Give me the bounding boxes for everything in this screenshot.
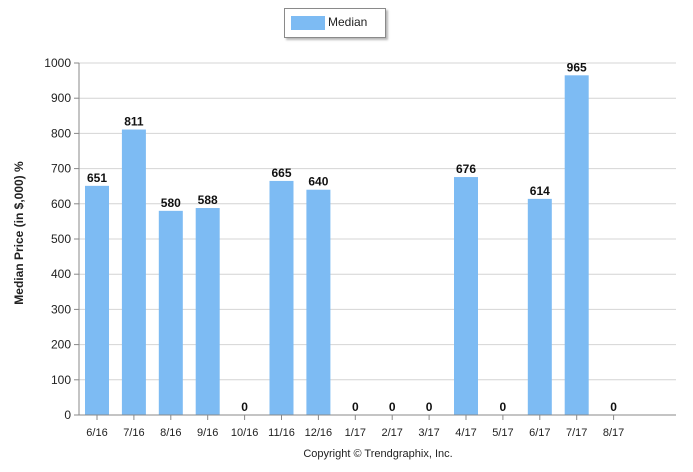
- x-tick-label: 6/17: [529, 427, 550, 439]
- y-tick-label: 1000: [44, 56, 71, 70]
- y-tick-label: 700: [51, 162, 71, 176]
- data-label: 676: [456, 162, 476, 176]
- y-tick-label: 800: [51, 126, 71, 140]
- data-label: 965: [567, 60, 587, 74]
- y-tick-label: 600: [51, 197, 71, 211]
- bar: [121, 129, 146, 415]
- data-label: 580: [161, 196, 181, 210]
- copyright-footer: Copyright © Trendgraphix, Inc.: [303, 448, 453, 460]
- x-tick-label: 8/17: [603, 427, 624, 439]
- y-tick-label: 0: [64, 408, 71, 422]
- x-tick-label: 7/17: [566, 427, 587, 439]
- x-tick-label: 5/17: [492, 427, 513, 439]
- y-tick-label: 300: [51, 302, 71, 316]
- x-tick-label: 4/17: [455, 427, 476, 439]
- y-axis-title: Median Price (in $,000) %: [12, 161, 26, 305]
- data-label: 665: [271, 166, 291, 180]
- x-tick-label: 10/16: [231, 427, 259, 439]
- x-tick-label: 8/16: [160, 427, 181, 439]
- data-label: 0: [500, 400, 507, 414]
- legend-label: Median: [328, 15, 368, 29]
- bars: [85, 75, 589, 415]
- bar: [158, 210, 183, 415]
- data-label: 0: [389, 400, 396, 414]
- y-tick-label: 200: [51, 338, 71, 352]
- data-label: 0: [610, 400, 617, 414]
- y-tick-label: 100: [51, 373, 71, 387]
- legend-swatch: [291, 16, 325, 30]
- bar: [269, 180, 294, 415]
- y-tick-label: 900: [51, 91, 71, 105]
- x-tick-label: 9/16: [197, 427, 218, 439]
- x-tick-label: 1/17: [345, 427, 366, 439]
- bar: [454, 177, 478, 415]
- bar: [85, 185, 109, 415]
- x-tick-label: 6/16: [86, 427, 107, 439]
- x-tick-label: 3/17: [418, 427, 439, 439]
- y-tick-label: 500: [51, 232, 71, 246]
- data-label: 640: [308, 175, 328, 189]
- bar: [527, 198, 552, 415]
- data-label: 614: [530, 184, 550, 198]
- x-tick-label: 7/16: [123, 427, 144, 439]
- bar: [564, 75, 589, 415]
- y-tick-label: 400: [51, 267, 71, 281]
- x-tick-label: 11/16: [268, 427, 295, 439]
- data-label: 0: [241, 400, 248, 414]
- data-label: 0: [426, 400, 433, 414]
- bar: [195, 208, 220, 415]
- x-tick-label: 12/16: [305, 427, 333, 439]
- x-axis: 6/16 7/16 8/16 9/16 10/16 11/16 12/16 1/17 2/17 3…: [79, 414, 676, 439]
- y-axis: 0 100 200 300 400 500 600 700 800 900 1000: [44, 56, 80, 422]
- data-label: 588: [198, 193, 218, 207]
- data-label: 0: [352, 400, 359, 414]
- bar: [306, 189, 331, 415]
- data-label: 811: [124, 115, 144, 129]
- data-label: 651: [87, 171, 107, 185]
- legend: Median: [284, 8, 386, 38]
- x-tick-label: 2/17: [381, 427, 402, 439]
- data-labels: 651 811 580 588 0 665 640 0 0 0 676 0 614 965 0: [87, 60, 617, 414]
